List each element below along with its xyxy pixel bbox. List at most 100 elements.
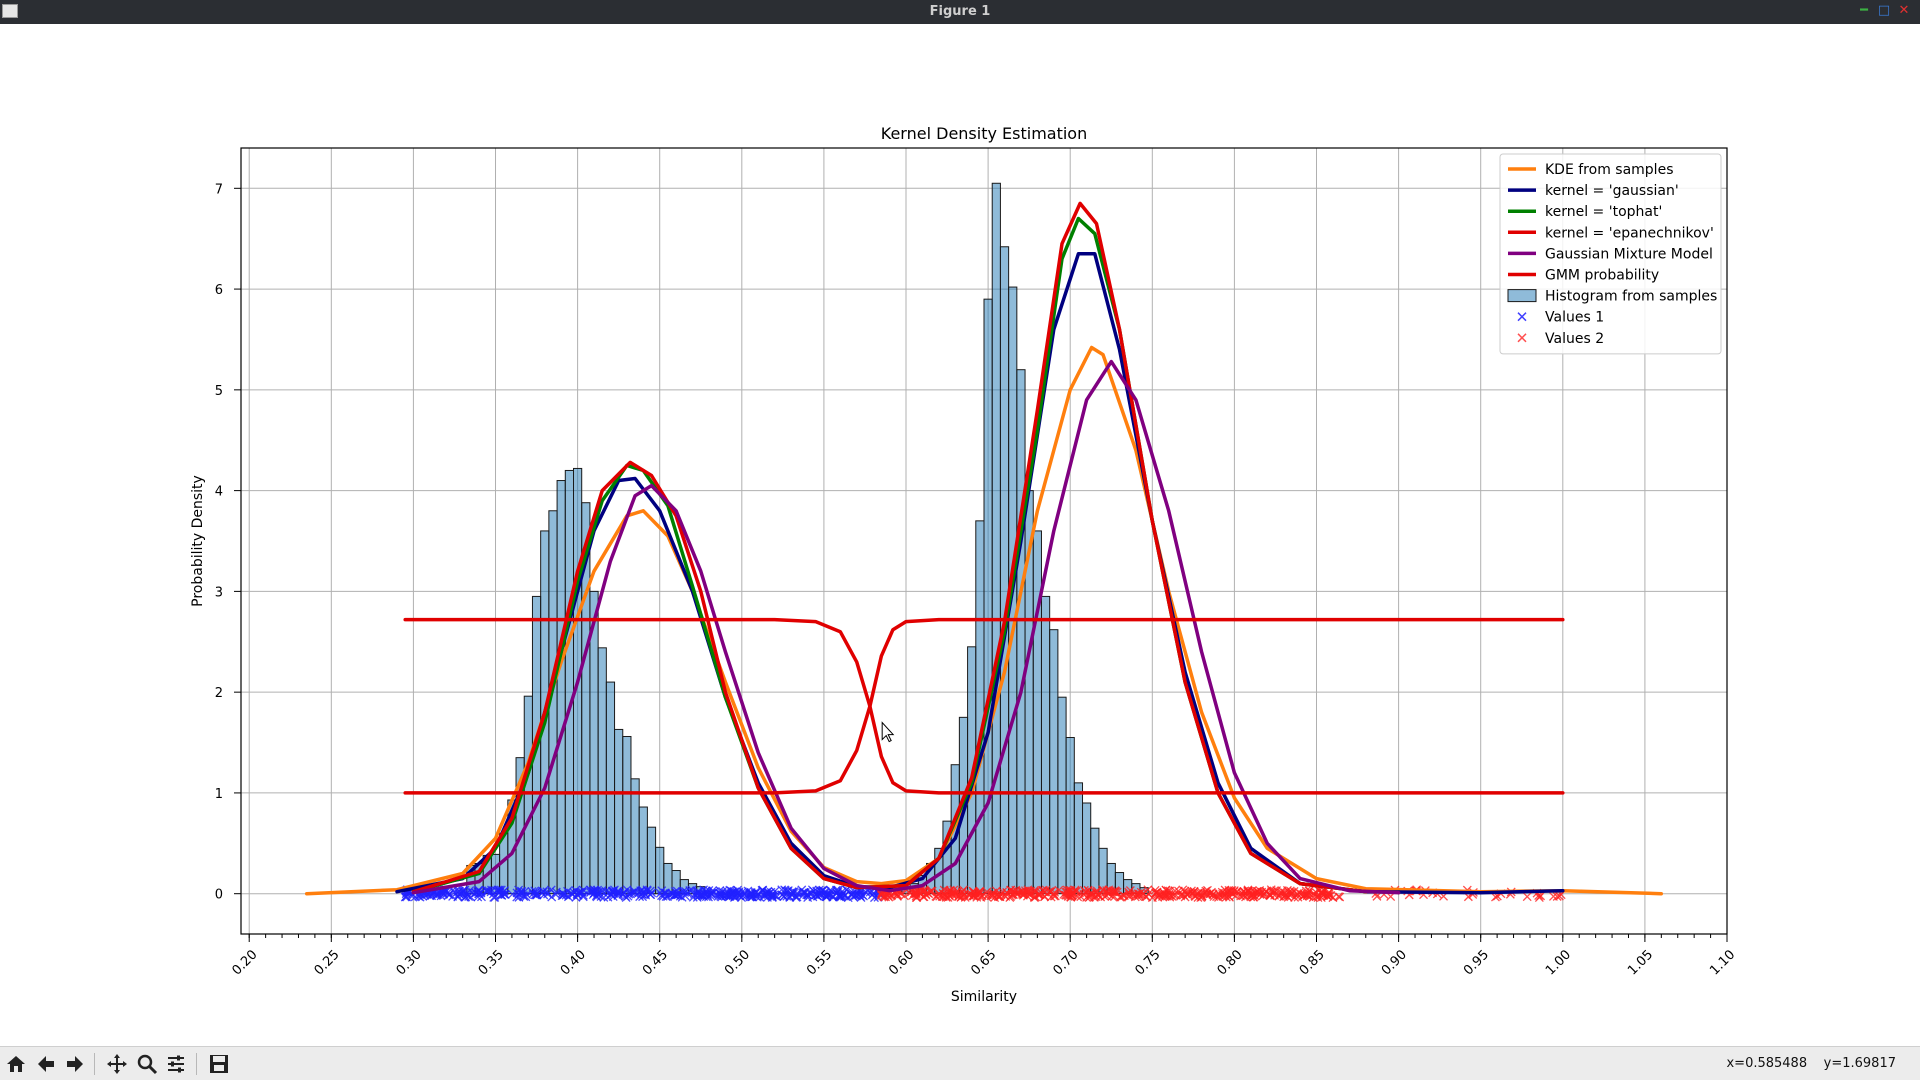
x-tick-label: 0.60 [886, 947, 917, 978]
scatter-marker [433, 890, 443, 900]
series-line-4 [411, 201, 1368, 894]
scatter-marker [514, 885, 524, 895]
scatter-marker [1522, 892, 1532, 902]
x-axis-label: Similarity [951, 989, 1017, 1005]
zoom-icon[interactable] [134, 1051, 160, 1077]
scatter-marker [697, 890, 707, 900]
pan-icon[interactable] [104, 1051, 130, 1077]
legend-label: Values 1 [1545, 310, 1604, 326]
x-tick-label: 1.05 [1625, 947, 1656, 978]
scatter-marker [507, 889, 517, 899]
y-tick-label: 7 [215, 182, 223, 197]
scatter-marker [1534, 893, 1544, 903]
scatter-marker [528, 889, 538, 899]
cursor-coordinates: x=0.585488 y=1.69817 [1726, 1056, 1896, 1071]
histogram-bar [1090, 827, 1100, 895]
scatter-marker [613, 887, 623, 897]
scatter-marker [1094, 891, 1104, 901]
scatter-marker [603, 892, 613, 902]
y-tick-label: 4 [215, 485, 223, 500]
scatter-marker [705, 890, 715, 900]
figure-canvas[interactable]: 0.20 0.25 0.30 0.35 0.40 0.45 0.50 0.55 0.60 0.65… [0, 24, 1920, 1046]
histogram-bar [1049, 629, 1059, 895]
legend-box [1499, 153, 1722, 355]
save-icon[interactable] [206, 1051, 232, 1077]
scatter-marker [1282, 885, 1292, 895]
scatter-marker [850, 891, 860, 901]
scatter-marker [835, 892, 844, 901]
x-tick-label: 0.30 [394, 947, 425, 978]
legend-label: Gaussian Mixture Model [1545, 246, 1713, 262]
scatter-marker [471, 888, 481, 898]
legend-label: kernel = 'gaussian' [1545, 183, 1679, 199]
scatter-marker [995, 892, 1005, 902]
scatter-marker [826, 886, 836, 896]
scatter-marker [800, 888, 810, 897]
scatter-marker [909, 888, 919, 898]
scatter-marker [991, 886, 1001, 896]
scatter-marker [777, 890, 787, 900]
app-icon [2, 4, 18, 18]
scatter-marker [1196, 889, 1206, 899]
histogram-bar [1082, 802, 1092, 895]
scatter-marker [539, 890, 549, 900]
scatter-marker [1060, 890, 1070, 900]
scatter-marker [474, 889, 484, 899]
scatter-marker [516, 886, 526, 896]
scatter-marker [1491, 892, 1500, 902]
scatter-marker [817, 886, 826, 896]
scatter-marker [974, 889, 984, 899]
scatter-marker [918, 886, 928, 896]
scatter-marker [1308, 893, 1318, 902]
forward-icon[interactable] [62, 1051, 88, 1077]
x-tick-label: 0.70 [1050, 947, 1081, 978]
scatter-marker [626, 889, 636, 899]
chart-title: Kernel Density Estimation [881, 124, 1087, 143]
scatter-marker [746, 889, 756, 899]
scatter-marker [924, 889, 934, 899]
coord-y: y=1.69817 [1823, 1056, 1896, 1071]
histogram-bar [556, 480, 566, 895]
scatter-marker [807, 885, 817, 895]
x-tick-label: 0.45 [640, 947, 671, 978]
x-tick-label: 0.25 [312, 947, 343, 978]
histogram-bar [999, 246, 1010, 895]
x-tick-label: 0.75 [1133, 947, 1164, 978]
axes-frame [240, 147, 1728, 935]
series-line-5 [411, 359, 1401, 895]
scatter-marker [934, 889, 944, 899]
histogram-bar [1032, 530, 1042, 895]
maximize-icon[interactable]: □ [1877, 3, 1891, 18]
minimize-icon[interactable]: ━ [1860, 3, 1868, 18]
home-icon[interactable] [3, 1051, 29, 1077]
scatter-marker [1165, 892, 1175, 902]
configure-icon[interactable] [163, 1051, 189, 1077]
scatter-marker [734, 887, 744, 897]
scatter-marker [1082, 893, 1092, 902]
histogram-bar [622, 735, 632, 895]
scatter-marker [1029, 886, 1039, 895]
scatter-marker [815, 890, 824, 900]
y-tick-label: 6 [215, 283, 223, 298]
x-tick-label: 0.85 [1297, 947, 1328, 978]
histogram-bar [1057, 696, 1067, 895]
x-tick-label: 0.55 [804, 947, 835, 978]
x-tick-label: 0.20 [229, 947, 260, 978]
scatter-marker [613, 891, 623, 901]
back-icon[interactable] [33, 1051, 59, 1077]
scatter-marker [454, 889, 464, 899]
x-tick-label: 1.00 [1543, 947, 1574, 978]
scatter-marker [769, 890, 779, 900]
series-line-1 [304, 345, 1664, 896]
close-icon[interactable]: ✕ [1898, 3, 1910, 18]
scatter-marker [1335, 892, 1345, 902]
y-axis-label: Probability Density [190, 475, 206, 607]
histogram-bar [597, 647, 607, 895]
scatter-marker [1276, 888, 1286, 898]
scatter-marker [1292, 889, 1302, 899]
x-tick-label: 0.35 [476, 947, 507, 978]
legend-marker-swatch [1517, 312, 1527, 322]
scatter-marker [664, 890, 674, 900]
scatter-marker [464, 892, 474, 902]
scatter-marker [673, 890, 682, 900]
